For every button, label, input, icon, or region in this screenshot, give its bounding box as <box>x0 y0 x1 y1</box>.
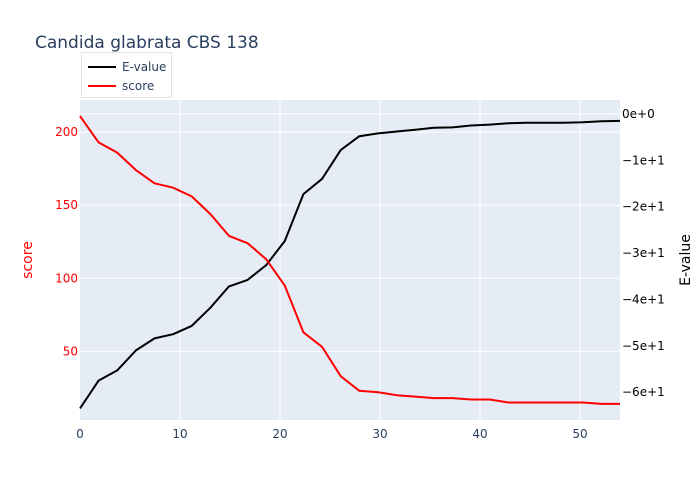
y-axis-label: score <box>20 241 36 279</box>
y-tick-label: 50 <box>63 344 78 358</box>
legend-item-evalue[interactable]: E-value <box>88 58 166 76</box>
y-tick-label: 200 <box>55 125 78 139</box>
y2-tick-label: 0e+0 <box>622 107 655 121</box>
legend-label-evalue: E-value <box>122 60 167 74</box>
legend-item-score[interactable]: score <box>88 77 154 95</box>
x-tick-label: 0 <box>76 427 84 441</box>
y-gridlines <box>80 113 620 352</box>
score-line <box>79 115 620 405</box>
y2-tick-label: −2e+1 <box>622 200 665 214</box>
x-tick-label: 20 <box>272 427 287 441</box>
y2-tick-label: −3e+1 <box>622 246 665 260</box>
y-axis-ticks: 50 100 150 200 <box>55 125 78 358</box>
y2-tick-label: −6e+1 <box>622 385 665 399</box>
x-axis-ticks: 0 10 20 30 40 50 <box>76 427 587 441</box>
y-tick-label: 150 <box>55 198 78 212</box>
y2-tick-label: −5e+1 <box>622 339 665 353</box>
y2-tick-label: −1e+1 <box>622 153 665 167</box>
legend-label-score: score <box>122 79 155 93</box>
series-lines <box>79 115 621 409</box>
y2-axis-ticks: 0e+0 −1e+1 −2e+1 −3e+1 −4e+1 −5e+1 −6e+1 <box>622 107 665 399</box>
x-tick-label: 40 <box>472 427 487 441</box>
plot-area <box>80 100 620 420</box>
evalue-line <box>79 119 621 409</box>
x-tick-label: 50 <box>572 427 587 441</box>
x-tick-label: 30 <box>372 427 387 441</box>
y2-tick-label: −4e+1 <box>622 292 665 306</box>
legend-swatch-score <box>88 85 116 87</box>
legend-swatch-evalue <box>88 66 116 68</box>
chart-title: Candida glabrata CBS 138 <box>35 33 259 53</box>
y2-axis-label: E-value <box>678 234 694 286</box>
y-tick-label: 100 <box>55 271 78 285</box>
x-tick-label: 10 <box>172 427 187 441</box>
legend[interactable]: E-value score <box>81 52 172 98</box>
x-gridlines <box>179 100 581 420</box>
